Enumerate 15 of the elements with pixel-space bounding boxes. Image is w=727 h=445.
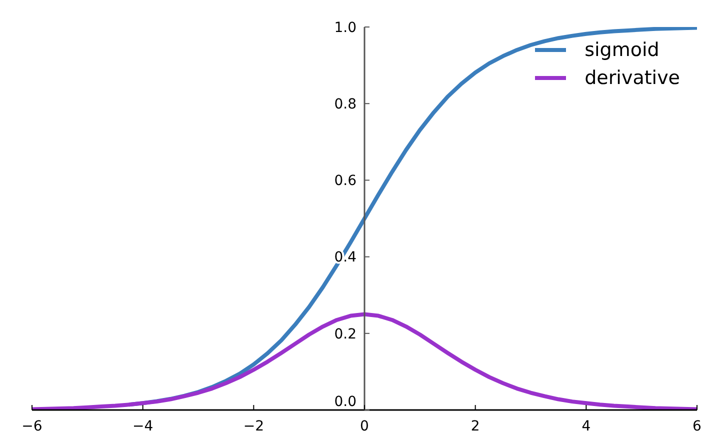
x-tick-label: 2	[470, 418, 480, 435]
legend-label: sigmoid	[584, 39, 660, 61]
x-tick-label: 6	[692, 418, 702, 435]
y-tick-label: 0.0	[334, 394, 356, 410]
x-tick-label: −6	[22, 418, 42, 435]
x-tick-label: −4	[132, 418, 154, 435]
y-tick-label: 1.0	[334, 20, 356, 36]
legend-label: derivative	[584, 67, 680, 89]
x-tick-label: 4	[582, 418, 591, 435]
x-tick-label: 0	[360, 418, 369, 435]
y-tick-label: 0.6	[334, 173, 357, 190]
x-tick-label: −2	[243, 418, 264, 435]
y-tick-label: 0.8	[334, 96, 356, 112]
line-series	[32, 312, 697, 410]
y-tick-label: 0.2	[334, 326, 356, 342]
